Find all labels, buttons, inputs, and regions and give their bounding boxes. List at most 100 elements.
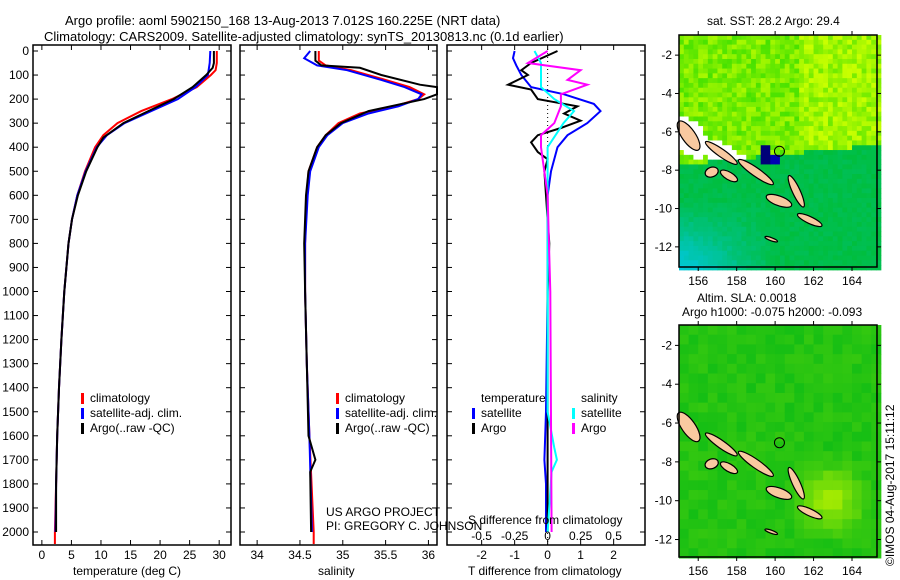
depth-tick-label: 1300: [2, 357, 29, 371]
series-t-satellite: [511, 50, 602, 532]
series-climatology: [304, 51, 427, 544]
x-tick-label: 2: [610, 548, 617, 562]
island: [737, 158, 774, 186]
lat-tick-label: -10: [655, 202, 673, 216]
depth-tick-label: 700: [9, 212, 29, 226]
depth-tick-label: 200: [9, 92, 29, 106]
legend-s-satellite: satellite: [571, 406, 622, 421]
x-tick-label: 36: [422, 548, 436, 562]
sla-heatmap: [679, 325, 882, 559]
island: [719, 461, 739, 475]
lon-tick-label: 160: [765, 564, 785, 578]
legend-header-salinity: salinity: [581, 391, 618, 405]
legend-climatology: climatology: [335, 391, 437, 406]
salinity-xlabel: salinity: [318, 564, 355, 578]
x-tick-label: 35.5: [374, 548, 398, 562]
island: [765, 193, 793, 208]
sst-heatmap: [679, 35, 882, 271]
map-frame: [678, 34, 878, 268]
lon-tick-label: 164: [842, 564, 862, 578]
island: [796, 505, 823, 520]
x-tick-label: 20: [153, 548, 167, 562]
depth-tick-label: 900: [9, 260, 29, 274]
legend-argo: Argo(..raw -QC): [80, 421, 182, 436]
s-x-tick-label: -0.25: [501, 529, 529, 543]
island: [704, 140, 738, 165]
pi-label: PI: GREGORY C. JOHNSON: [326, 519, 483, 533]
s-x-tick-label: -0.5: [471, 529, 492, 543]
lon-tick-label: 158: [727, 564, 747, 578]
island: [704, 432, 738, 457]
legend-satellite: satellite-adj. clim.: [80, 406, 182, 421]
title-line-2: Climatology: CARS2009. Satellite-adjuste…: [44, 29, 564, 44]
depth-tick-label: 800: [9, 236, 29, 250]
island: [764, 528, 779, 536]
legend-s-argo: Argo: [571, 421, 622, 436]
x-tick-label: 34.5: [288, 548, 312, 562]
series-satellite-adj-clim-: [54, 50, 212, 533]
x-tick-label: 35: [336, 548, 350, 562]
credit-label: ©IMOS 04-Aug-2017 15:11:12: [883, 404, 897, 566]
lat-tick-label: -10: [655, 494, 673, 508]
depth-tick-label: 100: [9, 68, 29, 82]
lat-tick-label: -8: [661, 163, 672, 177]
island: [737, 450, 774, 478]
depth-tick-label: 1500: [2, 405, 29, 419]
island: [787, 466, 805, 500]
x-tick-label: 0: [39, 548, 46, 562]
t-diff-xlabel: T difference from climatology: [468, 564, 622, 578]
project-label: US ARGO PROJECT: [326, 505, 441, 519]
depth-tick-label: 1000: [2, 285, 29, 299]
depth-tick-label: 1100: [3, 309, 29, 323]
s-x-tick-label: 0: [544, 529, 551, 543]
legend-argo: Argo(..raw -QC): [335, 421, 437, 436]
argo-position-marker: [773, 145, 785, 157]
legend-satellite: satellite-adj. clim.: [335, 406, 437, 421]
depth-tick-label: 500: [9, 164, 29, 178]
x-tick-label: 10: [94, 548, 108, 562]
lat-tick-label: -12: [655, 533, 673, 547]
lon-tick-label: 156: [688, 274, 708, 288]
depth-tick-label: 1200: [2, 333, 29, 347]
series-argo-raw-qc-: [55, 51, 215, 532]
x-tick-label: 15: [124, 548, 138, 562]
island: [787, 174, 805, 208]
lon-tick-label: 160: [765, 274, 785, 288]
lat-tick-label: -8: [661, 455, 672, 469]
lon-tick-label: 162: [804, 274, 824, 288]
depth-tick-label: 600: [9, 188, 29, 202]
legend-t-satellite: satellite: [471, 406, 546, 421]
s-diff-xlabel: S difference from climatology: [468, 513, 623, 527]
island: [719, 169, 739, 183]
argo-position-marker: [773, 437, 785, 449]
depth-tick-label: 1400: [2, 381, 29, 395]
lon-tick-label: 162: [804, 564, 824, 578]
legend-t-argo: Argo: [471, 421, 546, 436]
series-climatology: [53, 51, 218, 544]
island: [765, 485, 793, 501]
depth-tick-label: 1600: [2, 429, 29, 443]
lon-tick-label: 164: [842, 274, 862, 288]
x-tick-label: 0: [544, 548, 551, 562]
x-tick-label: 30: [212, 548, 226, 562]
island: [704, 166, 719, 178]
legend-header-temperature: temperature: [481, 391, 546, 405]
depth-tick-label: 2000: [2, 525, 29, 539]
depth-tick-label: 1900: [2, 501, 29, 515]
island: [764, 235, 779, 243]
depth-tick-label: 0: [22, 44, 29, 58]
sst-map-title: sat. SST: 28.2 Argo: 29.4: [707, 14, 840, 28]
legend-climatology: climatology: [80, 391, 182, 406]
x-tick-label: -1: [509, 548, 520, 562]
plot-frame: [32, 44, 232, 546]
series-satellite-adj-clim-: [302, 50, 424, 533]
temperature-xlabel: temperature (deg C): [73, 564, 182, 578]
salinity-legend: climatology satellite-adj. clim. Argo(..…: [335, 391, 437, 436]
lon-tick-label: 156: [688, 564, 708, 578]
depth-tick-label: 300: [9, 116, 29, 130]
diff-legend-salinity: salinity satellite Argo: [571, 391, 622, 436]
sla-map-title: Altim. SLA: 0.0018: [697, 291, 797, 305]
depth-tick-label: 400: [9, 140, 29, 154]
lat-tick-label: -6: [661, 416, 672, 430]
